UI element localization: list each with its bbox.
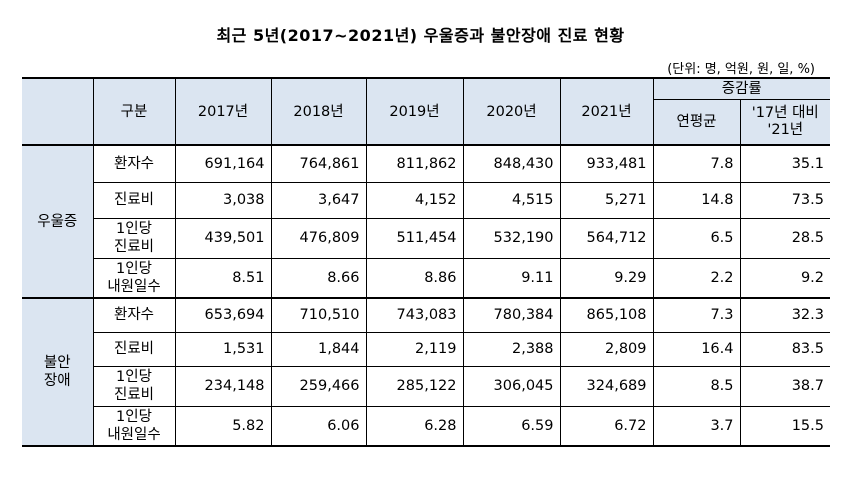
cell: 259,466 <box>270 365 367 407</box>
row-label-line2: 내원일수 <box>107 426 161 443</box>
cell: 7.3 <box>652 297 741 333</box>
cell: 15.5 <box>739 405 830 447</box>
table-row: 진료비 1,531 1,844 2,119 2,388 2,809 16.4 8… <box>22 331 830 367</box>
row-label-line2: 진료비 <box>113 239 155 255</box>
cell: 14.8 <box>652 181 741 219</box>
row-label-line1: 1인당 <box>116 221 152 237</box>
cell: 2,809 <box>559 331 654 367</box>
cell: 564,712 <box>559 217 654 259</box>
row-label: 진료비 <box>92 331 176 367</box>
cell: 764,861 <box>270 144 367 183</box>
row-label: 1인당 내원일수 <box>92 405 176 447</box>
cell: 8.5 <box>652 365 741 407</box>
cell: 7.8 <box>652 144 741 183</box>
cell: 1,844 <box>270 331 367 367</box>
cell: 1,531 <box>174 331 272 367</box>
group-label-line1: 불안 <box>43 355 71 371</box>
header-year-2021: 2021년 <box>559 77 654 146</box>
cell: 8.86 <box>365 257 464 299</box>
cell: 285,122 <box>365 365 464 407</box>
cell: 306,045 <box>462 365 561 407</box>
cell: 3,038 <box>174 181 272 219</box>
cell: 3.7 <box>652 405 741 447</box>
header-growth: 증감률 <box>652 77 830 100</box>
row-label-line2: 내원일수 <box>107 278 161 295</box>
cell: 32.3 <box>739 297 830 333</box>
header-year-2020: 2020년 <box>462 77 561 146</box>
cell: 73.5 <box>739 181 830 219</box>
cell: 6.5 <box>652 217 741 259</box>
cell: 865,108 <box>559 297 654 333</box>
header-year-2019: 2019년 <box>365 77 464 146</box>
header-year-2018: 2018년 <box>270 77 367 146</box>
header-year-2017: 2017년 <box>174 77 272 146</box>
cell: 83.5 <box>739 331 830 367</box>
group-label-anxiety: 불안 장애 <box>22 297 94 447</box>
cell: 2,388 <box>462 331 561 367</box>
cell: 2,119 <box>365 331 464 367</box>
cell: 933,481 <box>559 144 654 183</box>
table-row: 1인당 내원일수 8.51 8.66 8.86 9.11 9.29 2.2 9.… <box>22 257 830 299</box>
cell: 848,430 <box>462 144 561 183</box>
cell: 476,809 <box>270 217 367 259</box>
row-label-line1: 1인당 <box>116 260 152 277</box>
cell: 653,694 <box>174 297 272 333</box>
cell: 511,454 <box>365 217 464 259</box>
table-row: 1인당 내원일수 5.82 6.06 6.28 6.59 6.72 3.7 15… <box>22 405 830 447</box>
header-vs-line2: '21년 <box>767 121 804 138</box>
cell: 9.29 <box>559 257 654 299</box>
row-label: 진료비 <box>92 181 176 219</box>
cell: 38.7 <box>739 365 830 407</box>
header-blank <box>22 77 94 146</box>
row-label: 환자수 <box>92 144 176 183</box>
group-label-line2: 장애 <box>43 373 71 389</box>
row-label: 1인당 내원일수 <box>92 257 176 299</box>
cell: 6.06 <box>270 405 367 447</box>
cell: 4,152 <box>365 181 464 219</box>
cell: 2.2 <box>652 257 741 299</box>
table-row: 1인당 진료비 439,501 476,809 511,454 532,190 … <box>22 217 830 259</box>
cell: 743,083 <box>365 297 464 333</box>
table-row: 1인당 진료비 234,148 259,466 285,122 306,045 … <box>22 365 830 407</box>
data-table: 구분 2017년 2018년 2019년 2020년 2021년 증감률 연평균… <box>22 77 830 447</box>
cell: 691,164 <box>174 144 272 183</box>
cell: 234,148 <box>174 365 272 407</box>
cell: 28.5 <box>739 217 830 259</box>
cell: 8.51 <box>174 257 272 299</box>
cell: 532,190 <box>462 217 561 259</box>
cell: 6.28 <box>365 405 464 447</box>
header-category: 구분 <box>92 77 176 146</box>
cell: 780,384 <box>462 297 561 333</box>
table-row: 불안 장애 환자수 653,694 710,510 743,083 780,38… <box>22 297 830 447</box>
cell: 6.72 <box>559 405 654 447</box>
row-label: 1인당 진료비 <box>92 365 176 407</box>
table-row: 우울증 환자수 691,164 764,861 811,862 848,430 … <box>22 144 830 299</box>
header-avg: 연평균 <box>652 98 741 146</box>
page-title: 최근 5년(2017~2021년) 우울증과 불안장애 진료 현황 <box>216 26 625 45</box>
cell: 811,862 <box>365 144 464 183</box>
cell: 5.82 <box>174 405 272 447</box>
row-label-line1: 1인당 <box>116 408 152 425</box>
cell: 5,271 <box>559 181 654 219</box>
cell: 16.4 <box>652 331 741 367</box>
cell: 4,515 <box>462 181 561 219</box>
cell: 6.59 <box>462 405 561 447</box>
cell: 9.2 <box>739 257 830 299</box>
row-label: 환자수 <box>92 297 176 333</box>
cell: 8.66 <box>270 257 367 299</box>
cell: 439,501 <box>174 217 272 259</box>
cell: 324,689 <box>559 365 654 407</box>
table-row: 진료비 3,038 3,647 4,152 4,515 5,271 14.8 7… <box>22 181 830 219</box>
cell: 710,510 <box>270 297 367 333</box>
row-label-line2: 진료비 <box>113 387 155 403</box>
row-label: 1인당 진료비 <box>92 217 176 259</box>
cell: 3,647 <box>270 181 367 219</box>
header-vs: '17년 대비 '21년 <box>739 98 830 146</box>
unit-note: (단위: 명, 억원, 원, 일, %) <box>667 62 815 77</box>
group-label-depression: 우울증 <box>22 144 94 299</box>
cell: 9.11 <box>462 257 561 299</box>
row-label-line1: 1인당 <box>116 369 152 385</box>
header-vs-line1: '17년 대비 <box>751 104 819 121</box>
cell: 35.1 <box>739 144 830 183</box>
